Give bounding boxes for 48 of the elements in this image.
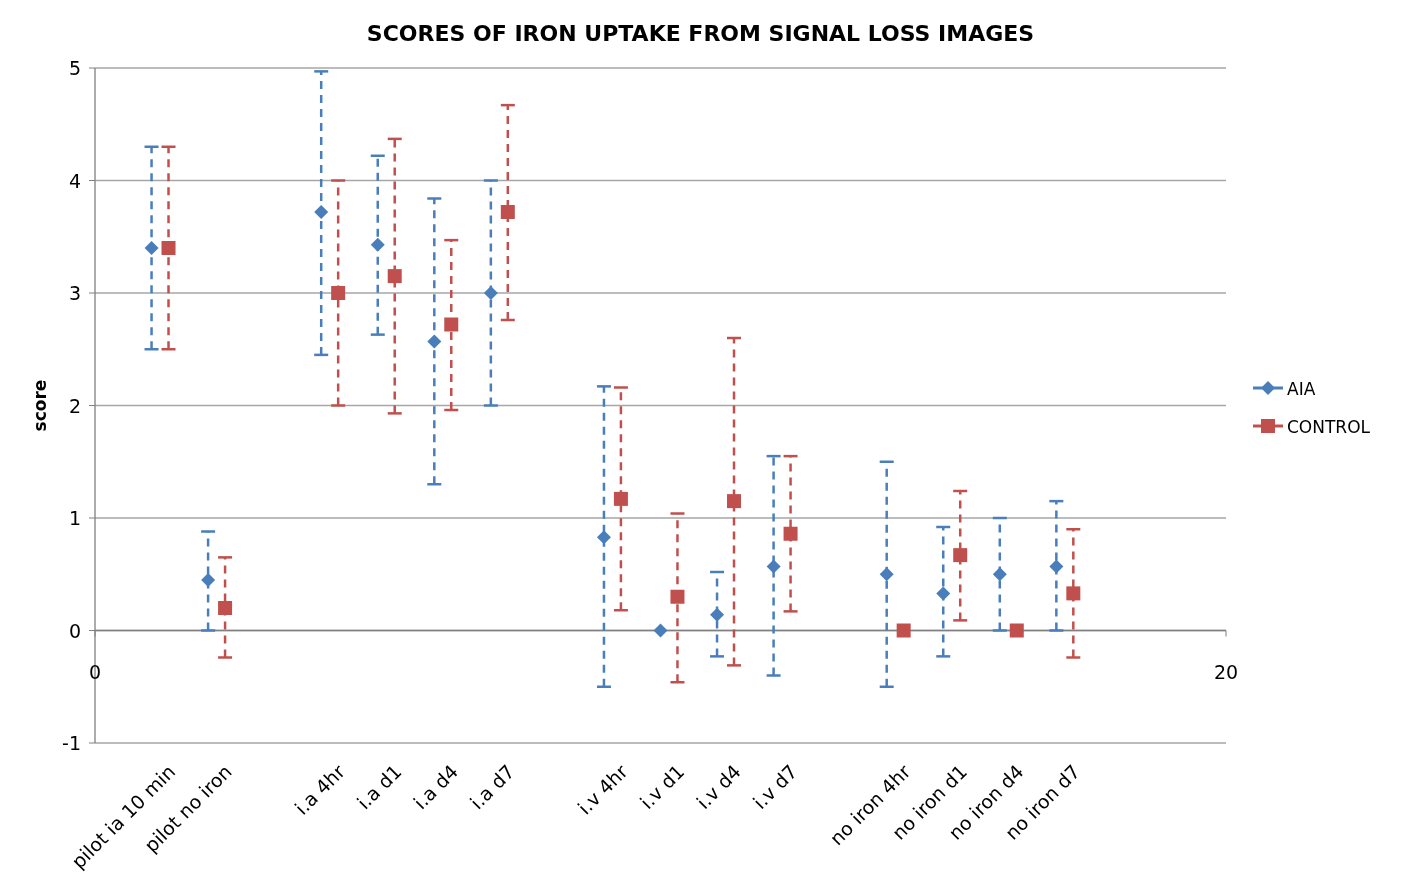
- text: i.v d1: [635, 760, 689, 814]
- point: [896, 623, 911, 638]
- point: [710, 607, 725, 622]
- point: [727, 494, 742, 509]
- text: i.a d4: [408, 760, 463, 814]
- point: [331, 286, 346, 300]
- point: [783, 526, 798, 541]
- point: [161, 241, 176, 255]
- point: [370, 237, 385, 252]
- y-axis-title: score: [30, 379, 50, 432]
- point: [936, 586, 951, 601]
- point: [766, 559, 781, 574]
- y-tick-label: 5: [68, 57, 81, 79]
- point: [387, 269, 402, 284]
- point: [1009, 623, 1024, 638]
- point: [144, 241, 159, 255]
- point: [992, 567, 1007, 582]
- chart-title: SCORES OF IRON UPTAKE FROM SIGNAL LOSS IMAGES: [366, 21, 1035, 46]
- point: [1066, 586, 1081, 601]
- text: i.v d4: [691, 760, 745, 814]
- text: i.v d7: [748, 760, 802, 814]
- point: [314, 205, 329, 219]
- point: [427, 334, 442, 349]
- y-tick-label: 2: [68, 394, 81, 417]
- point: [500, 205, 515, 219]
- point: [596, 530, 611, 545]
- point: [201, 572, 216, 587]
- point: [653, 623, 668, 638]
- text: i.a 4hr: [290, 760, 350, 819]
- text: i.v 4hr: [573, 760, 632, 819]
- point: [879, 567, 894, 582]
- legend-label: AIA: [1287, 379, 1316, 399]
- x-tick-label: 20: [1213, 660, 1239, 683]
- y-tick-label: 1: [68, 507, 81, 529]
- point: [953, 548, 968, 563]
- point: [670, 589, 685, 604]
- point: [613, 491, 628, 506]
- y-tick-label: 3: [68, 282, 81, 304]
- y-tick-label: 0: [68, 619, 81, 642]
- y-tick-label: 4: [68, 169, 81, 192]
- y-tick-label: -1: [62, 732, 81, 754]
- point: [218, 601, 233, 615]
- point: [444, 317, 459, 332]
- legend-label: CONTROL: [1287, 417, 1371, 437]
- point: [1049, 559, 1064, 574]
- point: [483, 286, 498, 300]
- text: i.a d1: [352, 760, 406, 814]
- text: i.a d7: [465, 760, 519, 814]
